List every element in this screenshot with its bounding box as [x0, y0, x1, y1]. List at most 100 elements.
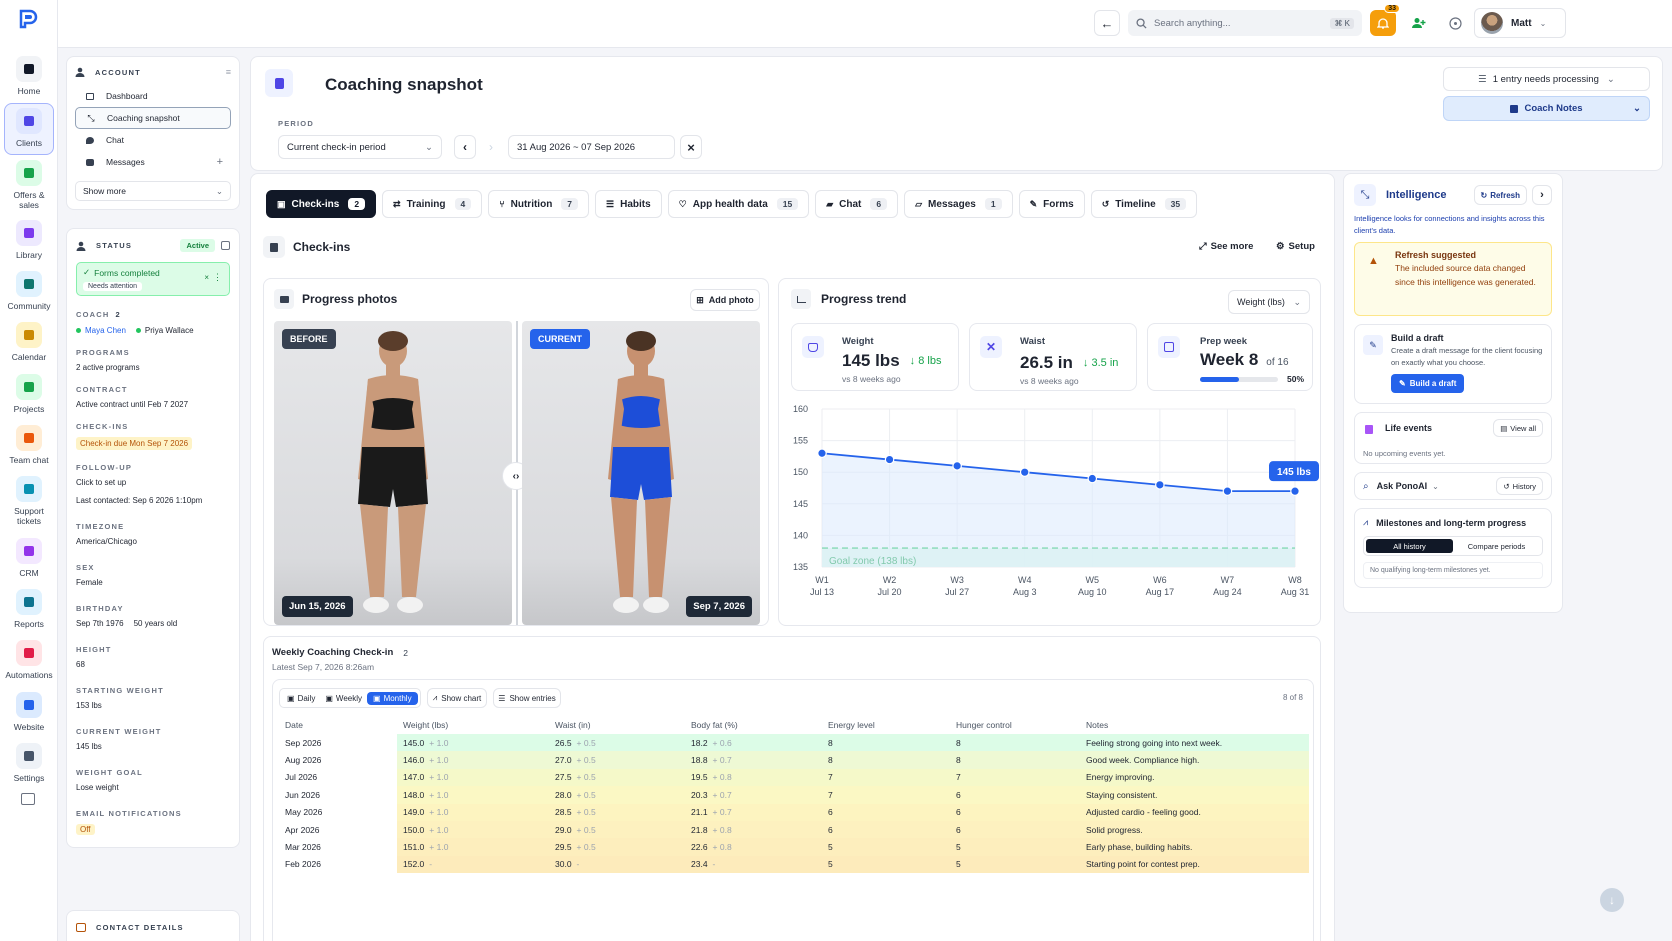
- column-header[interactable]: Energy level: [828, 720, 875, 730]
- checkin-due-badge[interactable]: Check-in due Mon Sep 7 2026: [76, 437, 193, 450]
- rail-item-website[interactable]: Website: [4, 692, 54, 732]
- view-weekly[interactable]: ▣ Weekly: [320, 694, 367, 703]
- chevron-down-icon: ⌄: [1293, 296, 1301, 307]
- column-header[interactable]: Waist (in): [555, 720, 591, 730]
- tab-timeline[interactable]: ↺ Timeline 35: [1090, 190, 1198, 218]
- search-bar[interactable]: Search anything... ⌘ K: [1128, 10, 1362, 36]
- rail-item-team-chat[interactable]: Team chat: [4, 425, 54, 465]
- tab-training[interactable]: ⇄ Training 4: [382, 190, 483, 218]
- table-row[interactable]: Jun 2026 148.0 + 1.0 28.0 + 0.5 20.3 + 0.7 7 6 St…: [279, 786, 1309, 804]
- next-period-button[interactable]: ›: [480, 135, 502, 159]
- contact-details-panel[interactable]: CONTACT DETAILS: [66, 910, 240, 941]
- period-select[interactable]: Current check-in period ⌄: [278, 135, 442, 159]
- nav-dashboard[interactable]: Dashboard: [75, 85, 231, 107]
- nav-chat[interactable]: Chat: [75, 129, 231, 151]
- table-row[interactable]: Sep 2026 145.0 + 1.0 26.5 + 0.5 18.2 + 0.6 8 8 Fe…: [279, 734, 1309, 752]
- tab-messages[interactable]: ▱ Messages 1: [904, 190, 1013, 218]
- rail-item-library[interactable]: Library: [4, 220, 54, 260]
- coach-link[interactable]: Maya Chen: [85, 326, 126, 335]
- table-row[interactable]: Apr 2026 150.0 + 1.0 29.0 + 0.5 21.8 + 0.8 6 6 So…: [279, 820, 1309, 839]
- column-header[interactable]: Weight (lbs): [403, 720, 449, 730]
- coach-link[interactable]: Priya Wallace: [144, 326, 194, 335]
- rail-item-offers-sales[interactable]: Offers & sales: [4, 160, 54, 210]
- tab-app-health-data[interactable]: ♡ App health data 15: [667, 190, 810, 218]
- user-menu[interactable]: Matt ⌄: [1474, 8, 1566, 38]
- compare-periods-tab[interactable]: Compare periods: [1467, 541, 1526, 551]
- search-input[interactable]: Search anything...: [1154, 17, 1231, 29]
- add-message-icon[interactable]: +: [216, 156, 223, 168]
- intelligence-title: Intelligence: [1386, 189, 1447, 201]
- back-button[interactable]: ←: [1094, 10, 1120, 36]
- nav-messages[interactable]: Messages +: [75, 151, 231, 173]
- collapse-sidebar-icon[interactable]: [21, 793, 35, 805]
- history-button[interactable]: ↺ History: [1496, 477, 1543, 496]
- nav-coaching-snapshot[interactable]: ⤡ Coaching snapshot: [75, 107, 231, 129]
- tab-label: Chat: [839, 198, 862, 210]
- setup-label: Setup: [1288, 241, 1315, 252]
- before-photo[interactable]: BEFORE Jun 15, 2026: [274, 321, 512, 625]
- tab-check-ins[interactable]: ▣ Check-ins 2: [266, 190, 377, 218]
- tab-chat[interactable]: ▰ Chat 6: [815, 190, 899, 218]
- see-more-button[interactable]: ⤢ See more: [1199, 241, 1253, 252]
- view-daily[interactable]: ▣ Daily: [282, 694, 320, 703]
- table-row[interactable]: Mar 2026 151.0 + 1.0 29.5 + 0.5 22.6 + 0.8 5 5 Ea…: [279, 838, 1309, 856]
- tab-forms[interactable]: ✎ Forms: [1018, 190, 1085, 218]
- rail-item-home[interactable]: Home: [4, 56, 54, 96]
- column-header[interactable]: Notes: [1086, 720, 1109, 730]
- current-photo[interactable]: CURRENT Sep 7, 2026: [522, 321, 760, 625]
- panel-toggle-icon[interactable]: [221, 241, 230, 250]
- forms-status-box[interactable]: ✓ Forms completed Needs attention × ⋮: [76, 262, 230, 296]
- close-icon[interactable]: ×: [204, 273, 209, 282]
- tab-nutrition[interactable]: ⑂ Nutrition 7: [488, 190, 590, 218]
- column-header[interactable]: Hunger control: [956, 720, 1012, 730]
- app-logo[interactable]: [17, 8, 39, 30]
- ask-ponoai-card[interactable]: ⌕ Ask PonoAI ⌄ ↺ History: [1354, 472, 1552, 501]
- programs-value[interactable]: 2 active programs: [76, 363, 140, 372]
- view-all-button[interactable]: ▤ View all: [1493, 419, 1543, 438]
- rail-item-support-tickets[interactable]: Support tickets: [4, 476, 54, 526]
- rail-item-reports[interactable]: Reports: [4, 589, 54, 629]
- table-row[interactable]: May 2026 149.0 + 1.0 28.5 + 0.5 21.1 + 0.7 6 6 Ad…: [279, 803, 1309, 821]
- expand-panel-button[interactable]: ›: [1532, 185, 1552, 205]
- column-header[interactable]: Date: [285, 720, 303, 730]
- table-row[interactable]: Feb 2026 152.0-30.0-23.4-5 5 Starting point…: [279, 855, 1309, 874]
- show-entries-button[interactable]: ☰ Show entries: [493, 688, 561, 708]
- notifications-button[interactable]: 33: [1370, 4, 1400, 36]
- menu-icon[interactable]: ≡: [225, 67, 231, 77]
- table-row[interactable]: Jul 2026 147.0 + 1.0 27.5 + 0.5 19.5 + 0.8 7 7 En…: [279, 768, 1309, 787]
- column-header[interactable]: Body fat (%): [691, 720, 738, 730]
- email-notifications-value[interactable]: Off: [76, 824, 95, 835]
- rail-item-community[interactable]: Community: [4, 271, 54, 311]
- followup-link[interactable]: Click to set up: [76, 478, 127, 487]
- coach-notes-button[interactable]: Coach Notes ⌄: [1443, 96, 1650, 121]
- clear-date-button[interactable]: ×: [680, 135, 702, 159]
- table-row[interactable]: Aug 2026 146.0 + 1.0 27.0 + 0.5 18.8 + 0.7 8 8 Go…: [279, 751, 1309, 769]
- rail-item-calendar[interactable]: Calendar: [4, 322, 54, 362]
- messages-icon: [83, 156, 97, 168]
- rail-item-settings[interactable]: Settings: [4, 743, 54, 783]
- metric-select[interactable]: Weight (lbs) ⌄: [1228, 290, 1310, 314]
- add-photo-button[interactable]: ⊞ Add photo: [690, 289, 760, 311]
- add-user-button[interactable]: [1408, 12, 1430, 34]
- view-monthly[interactable]: ▣ Monthly: [367, 691, 418, 705]
- scroll-down-button[interactable]: ↓: [1600, 888, 1624, 912]
- show-chart-button[interactable]: ⩘ Show chart: [427, 688, 487, 708]
- contract-value[interactable]: Active contract until Feb 7 2027: [76, 400, 189, 409]
- refresh-button[interactable]: ↻ Refresh: [1473, 185, 1527, 205]
- build-draft-button[interactable]: ✎ Build a draft: [1391, 373, 1465, 393]
- all-history-tab[interactable]: All history: [1366, 539, 1453, 554]
- rail-item-clients[interactable]: Clients: [4, 103, 54, 156]
- heart-icon: ♡: [678, 198, 687, 209]
- help-button[interactable]: [1444, 12, 1466, 34]
- show-more-button[interactable]: Show more ⌄: [75, 181, 231, 201]
- date-range-field[interactable]: 31 Aug 2026 ~ 07 Sep 2026: [508, 135, 675, 159]
- chevron-down-icon[interactable]: ⌄: [1432, 481, 1439, 491]
- more-icon[interactable]: ⋮: [213, 272, 222, 282]
- setup-button[interactable]: ⚙ Setup: [1276, 241, 1315, 252]
- tab-habits[interactable]: ☰ Habits: [595, 190, 662, 218]
- rail-item-projects[interactable]: Projects: [4, 374, 54, 414]
- rail-item-automations[interactable]: Automations: [4, 640, 54, 680]
- rail-item-crm[interactable]: CRM: [4, 538, 54, 578]
- processing-dropdown[interactable]: ☰ 1 entry needs processing ⌄: [1443, 67, 1650, 91]
- prev-period-button[interactable]: ‹: [454, 135, 476, 159]
